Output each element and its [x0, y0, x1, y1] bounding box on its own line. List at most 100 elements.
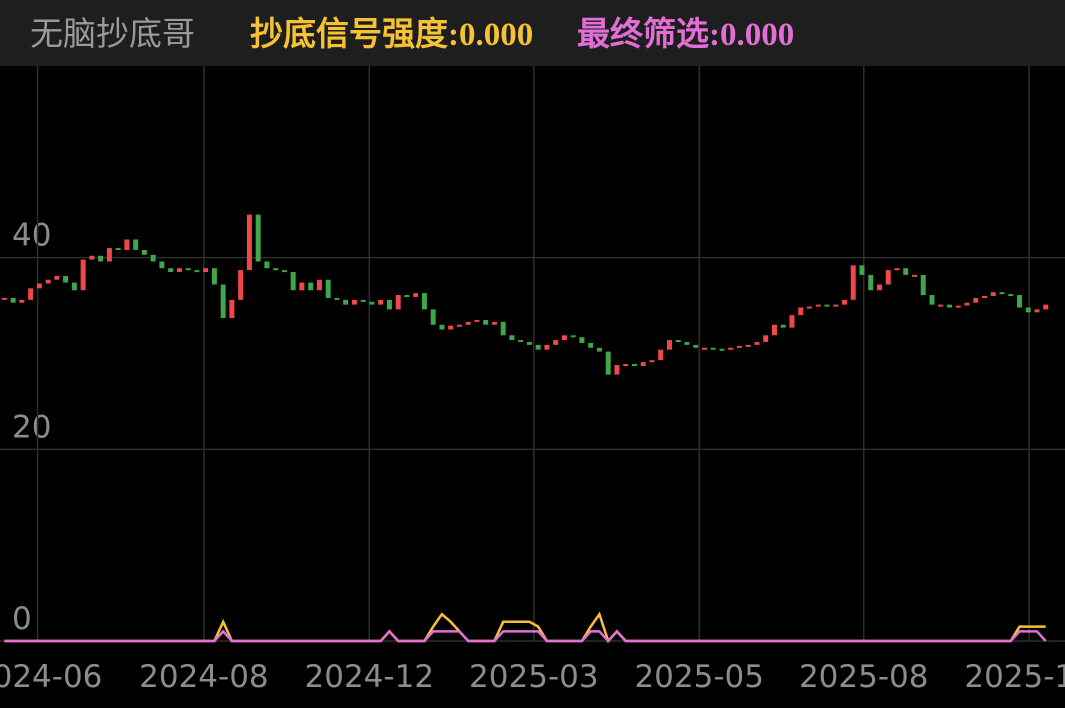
candle [771, 324, 777, 336]
candle [868, 274, 874, 291]
candle [483, 319, 489, 325]
y-tick-label: 20 [12, 409, 51, 445]
candle [754, 342, 760, 345]
candle [448, 325, 454, 330]
candle [273, 268, 279, 271]
candle [10, 297, 16, 303]
candle [553, 340, 559, 345]
y-tick-label: 0 [12, 601, 32, 637]
candle [1034, 309, 1040, 313]
candle [386, 299, 392, 310]
candle [833, 304, 839, 307]
candle [176, 268, 182, 273]
candle [238, 270, 244, 300]
candle [28, 288, 34, 300]
signal-line [4, 629, 1047, 643]
candle [850, 265, 856, 300]
candle [308, 282, 314, 291]
candle [45, 279, 51, 284]
candle [596, 347, 602, 352]
candle [98, 255, 104, 262]
candle [614, 365, 620, 375]
candle [334, 297, 340, 300]
candle [141, 250, 147, 255]
candle [658, 349, 664, 361]
candle [220, 284, 226, 319]
candle [789, 315, 795, 328]
candle [1016, 295, 1022, 308]
candle [500, 321, 506, 336]
candle [281, 270, 287, 273]
candle [255, 214, 261, 262]
plot-background [0, 66, 1065, 708]
candle [605, 351, 611, 375]
candle [903, 268, 909, 275]
candle [290, 272, 296, 291]
candle [439, 324, 445, 330]
x-tick-label: 2025-05 [634, 659, 764, 695]
candle [360, 299, 366, 302]
candle [19, 299, 25, 303]
candle [378, 299, 384, 305]
candle [185, 268, 191, 271]
x-tick-label: 2024-12 [305, 659, 435, 695]
candle [106, 248, 112, 262]
candle [395, 295, 401, 310]
legend-label: 抄底信号强度:0.000 [250, 16, 533, 53]
legend-label: 最终筛选:0.000 [577, 15, 794, 53]
candle [666, 340, 672, 350]
candle [36, 283, 42, 289]
x-tick-label: 2025-10 [964, 659, 1065, 695]
x-tick-label: 2024-06 [0, 659, 102, 695]
candle [194, 270, 200, 273]
candle [920, 274, 926, 296]
candle [710, 347, 716, 350]
candle [80, 259, 86, 291]
candle [299, 282, 305, 291]
candle [640, 362, 646, 366]
candle [168, 268, 174, 273]
candle [841, 299, 847, 305]
candle [1043, 304, 1049, 310]
candle [535, 344, 541, 350]
candle [491, 321, 497, 325]
candle [763, 335, 769, 342]
candle [929, 295, 935, 305]
x-tick-label: 2025-03 [469, 659, 599, 695]
candle [89, 255, 95, 260]
x-tick-label: 2025-08 [799, 659, 929, 695]
candle [938, 304, 944, 307]
candle [579, 337, 585, 343]
candle [815, 304, 821, 307]
candle [264, 261, 270, 269]
candle [946, 304, 952, 308]
candle [159, 261, 165, 269]
candle [518, 340, 524, 343]
candle [1025, 307, 1031, 313]
candle [124, 239, 130, 250]
candle [211, 268, 217, 285]
x-tick-label: 2024-08 [139, 659, 269, 695]
candle [456, 324, 462, 327]
candle [150, 254, 156, 262]
candle [413, 293, 419, 297]
candle [316, 279, 322, 291]
candle [675, 340, 681, 343]
header-bar [0, 0, 1065, 66]
candle [465, 321, 471, 325]
candle [693, 344, 699, 348]
candle [246, 214, 252, 271]
candle [369, 301, 375, 305]
candle [798, 307, 804, 316]
candle [955, 305, 961, 308]
candle [981, 296, 987, 298]
candle [876, 284, 882, 291]
candle [623, 364, 629, 367]
candle [430, 309, 436, 325]
y-tick-label: 40 [12, 218, 51, 254]
candle [911, 274, 917, 277]
candle [728, 347, 734, 350]
candle [824, 304, 830, 307]
